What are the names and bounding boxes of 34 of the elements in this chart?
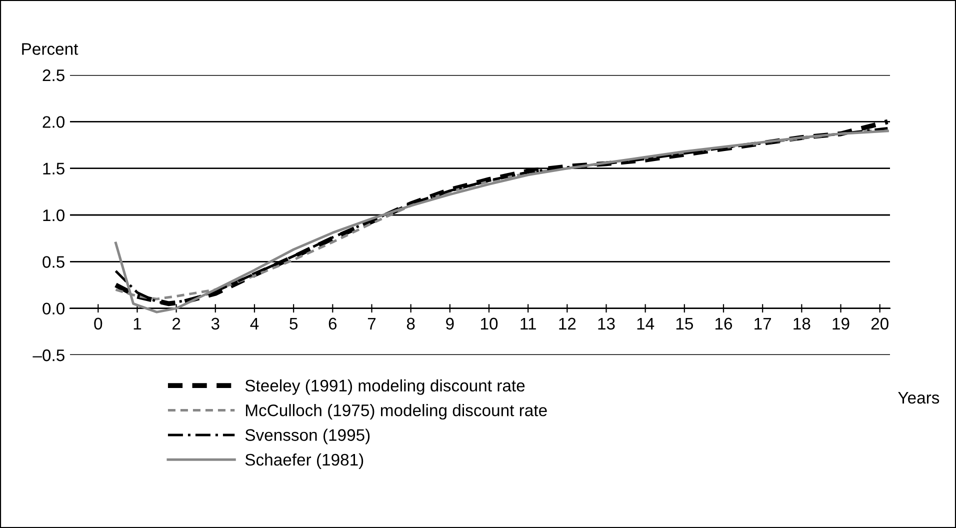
x-tick-label: 1 xyxy=(134,318,142,330)
x-tick-label: 3 xyxy=(211,318,220,330)
x-tick-label: 18 xyxy=(794,318,810,330)
x-tick-label: 16 xyxy=(716,318,732,330)
y-tick-label: 0.0 xyxy=(42,302,64,315)
y-tick-label: 1.0 xyxy=(43,209,64,222)
y-tick-label: 2.5 xyxy=(42,69,64,82)
legend-label: McCulloch (1975) modeling discount rate xyxy=(246,404,547,420)
x-tick-label: 5 xyxy=(290,318,298,330)
x-tick-label: 20 xyxy=(871,318,888,330)
x-tick-label: 7 xyxy=(368,318,376,330)
legend-label: Schaefer (1981) xyxy=(245,453,364,469)
x-tick-label: 15 xyxy=(676,318,693,330)
y-tick-label: –0.5 xyxy=(32,349,64,362)
x-tick-label: 9 xyxy=(446,318,454,330)
x-tick-label: 14 xyxy=(637,318,654,330)
y-tick-label: 0.5 xyxy=(42,256,64,268)
x-tick-label: 19 xyxy=(832,318,850,330)
x-tick-label: 17 xyxy=(754,318,772,330)
x-tick-label: 10 xyxy=(480,318,498,330)
legend-label: Steeley (1991) modeling discount rate xyxy=(245,379,525,395)
x-tick-label: 13 xyxy=(598,318,615,330)
x-tick-label: 0 xyxy=(94,318,102,330)
x-tick-label: 2 xyxy=(172,318,180,330)
x-tick-label: 11 xyxy=(520,318,536,330)
x-tick-label: 12 xyxy=(559,318,576,330)
x-axis-title: Years xyxy=(898,392,940,404)
y-axis-title: Percent xyxy=(22,43,78,55)
x-tick-label: 4 xyxy=(250,318,259,330)
legend-label: Svensson (1995) xyxy=(245,428,370,444)
y-tick-label: 2.0 xyxy=(42,116,64,128)
x-tick-label: 6 xyxy=(328,318,337,330)
x-tick-label: 8 xyxy=(406,318,415,330)
y-tick-label: 1.5 xyxy=(43,162,64,175)
